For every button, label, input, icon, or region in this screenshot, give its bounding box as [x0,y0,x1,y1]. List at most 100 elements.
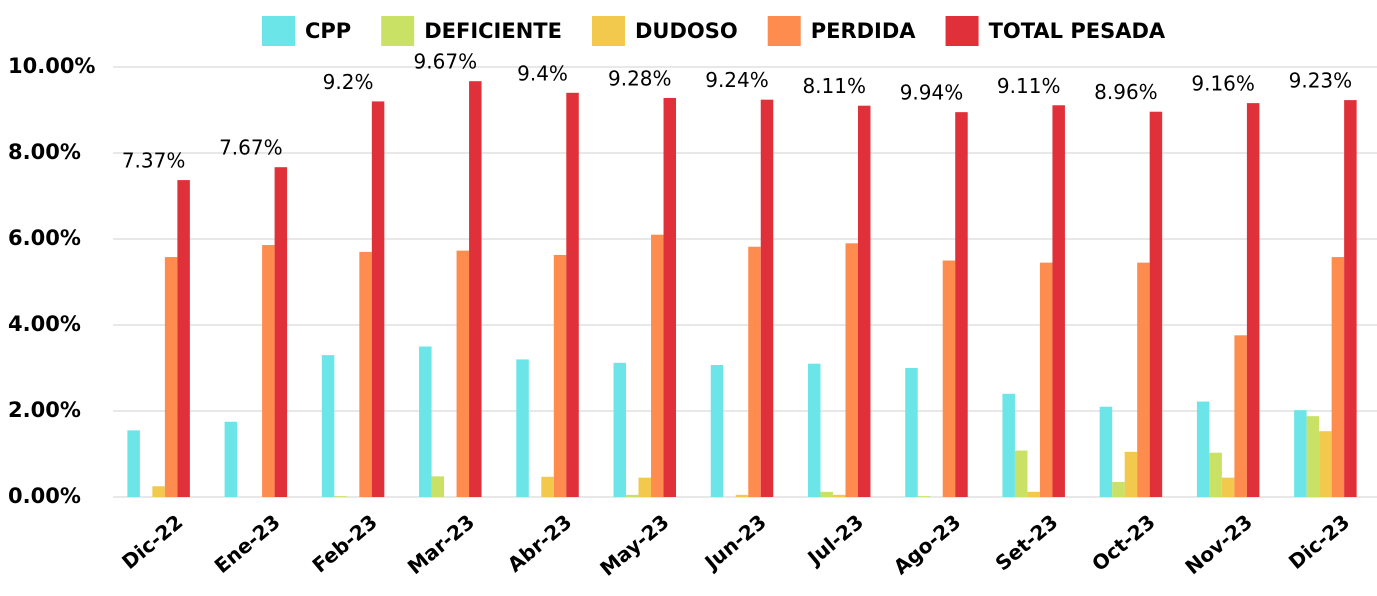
bar [820,491,833,497]
x-tick-label: Set-23 [991,510,1063,576]
bar [553,254,567,497]
bar [177,180,190,497]
bar [1112,481,1125,497]
x-tick-label: Dic-22 [117,510,187,574]
bar [955,112,968,498]
bar [274,167,288,497]
bar [431,476,445,497]
annotation: 9.23% [1289,69,1353,93]
bar [638,477,652,497]
bar [1039,262,1053,497]
y-tick-label: 2.00% [8,398,81,422]
bar [1014,450,1028,497]
bar [262,245,275,497]
annotation: 9.24% [705,68,769,92]
bar [832,494,846,497]
bar [371,101,385,498]
bar [942,260,956,497]
bar [152,486,165,497]
legend-swatch [591,16,625,46]
bar [626,494,639,497]
bar [456,250,470,497]
legend-label: TOTAL PESADA [989,19,1166,43]
bar [663,97,677,498]
bar [917,496,931,497]
bar [1319,431,1332,497]
x-tick-label: Feb-23 [308,510,382,578]
bar [1052,105,1065,498]
bar [857,105,871,497]
legend-label: DEFICIENTE [424,19,562,43]
bar [541,476,554,497]
bar [845,243,858,497]
bar [224,421,238,497]
bar [1137,262,1150,497]
annotation: 7.37% [122,149,186,173]
bar [1344,100,1357,498]
x-tick-label: Ene-23 [210,510,285,578]
bar [1306,416,1320,497]
x-tick-label: Abr-23 [503,510,576,577]
annotation: 9.11% [997,74,1061,98]
bar [359,251,372,497]
x-tick-label: Ago-23 [889,510,965,580]
bar [1294,410,1307,497]
x-tick-label: Jun-23 [699,510,771,576]
bar [127,430,140,497]
bar [419,346,432,497]
bar [469,81,482,497]
bar [1196,401,1210,497]
bar [1331,257,1345,497]
bar [1209,452,1222,497]
bar [1099,406,1113,497]
legend-swatch [381,16,415,46]
bar [807,363,821,497]
legend-swatch [262,16,295,46]
annotation: 9.16% [1191,72,1255,96]
legend-label: CPP [305,19,351,43]
annotation: 9.67% [414,50,478,74]
x-tick-label: Dic-23 [1284,510,1354,574]
annotation: 9.2% [323,70,374,94]
bar [1124,451,1138,497]
x-tick-label: Jul-23 [801,510,868,571]
x-tick-label: Oct-23 [1087,510,1160,576]
annotation: 9.94% [900,81,964,105]
y-tick-label: 6.00% [8,226,81,250]
bar [334,496,347,497]
bar [905,368,918,497]
bar [748,246,761,497]
y-tick-label: 8.00% [8,140,81,164]
bar [164,257,178,497]
annotation: 7.67% [219,136,283,160]
x-tick-label: Nov-23 [1180,510,1256,580]
bar [1149,111,1163,497]
annotation: 8.11% [802,74,866,98]
bar [1027,491,1040,497]
bar [1234,335,1247,497]
bar [710,364,724,497]
bar [321,355,335,497]
bar [516,359,529,497]
bar [566,92,579,498]
y-tick-label: 4.00% [8,312,81,336]
y-tick-label: 10.00% [8,54,95,78]
bar [1246,103,1260,498]
bar [613,362,627,497]
bar [651,234,664,497]
x-tick-label: Mar-23 [403,510,479,579]
legend-label: DUDOSO [635,19,738,43]
annotation: 8.96% [1094,80,1158,104]
y-tick-label: 0.00% [8,484,81,508]
annotation: 9.28% [608,66,672,90]
bar [1221,477,1235,497]
legend-label: PERDIDA [811,19,917,43]
bar [1002,393,1015,497]
x-tick-label: May-23 [595,510,673,581]
bar [760,99,774,498]
legend-swatch [767,16,801,46]
legend-swatch [945,16,979,46]
annotation: 9.4% [517,61,568,85]
bar [735,494,749,497]
